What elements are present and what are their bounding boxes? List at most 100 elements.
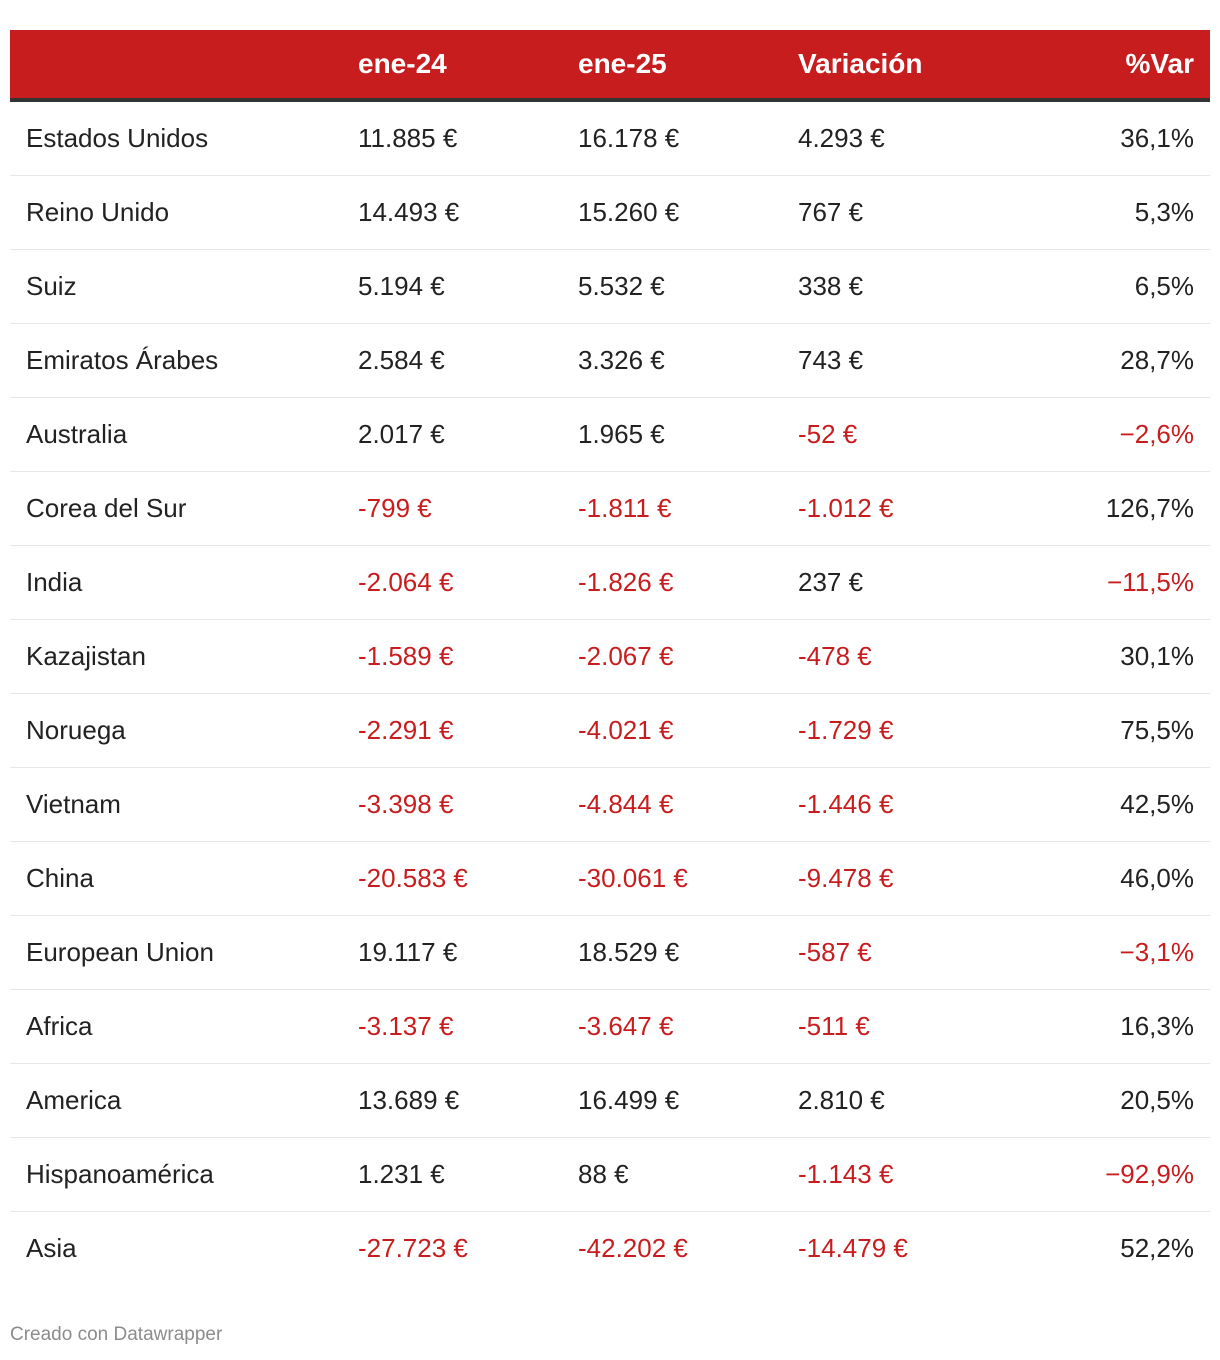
row-ene-24: -20.583 € <box>358 863 468 893</box>
row-region: China <box>26 863 94 893</box>
row-ene-25: 18.529 € <box>578 937 680 967</box>
row-variacion: -1.446 € <box>798 789 894 819</box>
row-region: Emiratos Árabes <box>26 345 219 375</box>
row-ene-25: -3.647 € <box>578 1011 674 1041</box>
row-ene-24: 19.117 € <box>358 937 458 967</box>
table-row: Hispanoamérica 1.231 € 88 € -1.143 € −92,9% <box>10 1138 1210 1212</box>
row-ene-25: 16.178 € <box>578 123 680 153</box>
row-ene-24: 2.017 € <box>358 419 445 449</box>
row-ene-25: 88 € <box>578 1159 629 1189</box>
table-row: Kazajistan -1.589 € -2.067 € -478 € 30,1% <box>10 620 1210 694</box>
row-ene-24: 1.231 € <box>358 1159 445 1189</box>
table-row: China -20.583 € -30.061 € -9.478 € 46,0% <box>10 842 1210 916</box>
row-ene-24: 13.689 € <box>358 1085 460 1115</box>
row-region: Corea del Sur <box>26 493 187 523</box>
row-variacion: 237 € <box>798 567 864 597</box>
header-pct-var[interactable]: %Var <box>1125 48 1195 79</box>
row-ene-25: 15.260 € <box>578 197 680 227</box>
row-variacion: -52 € <box>798 419 858 449</box>
table-row: Australia 2.017 € 1.965 € -52 € −2,6% <box>10 398 1210 472</box>
row-ene-24: -3.137 € <box>358 1011 454 1041</box>
row-region: India <box>26 567 83 597</box>
row-ene-24: -2.064 € <box>358 567 454 597</box>
row-ene-25: -42.202 € <box>578 1233 688 1263</box>
row-pct-var: 28,7% <box>1120 345 1194 375</box>
row-ene-25: 5.532 € <box>578 271 665 301</box>
row-ene-25: -30.061 € <box>578 863 688 893</box>
row-variacion: -1.012 € <box>798 493 894 523</box>
row-pct-var: 126,7% <box>1105 493 1194 523</box>
row-pct-var: −92,9% <box>1105 1159 1194 1189</box>
table-row: India -2.064 € -1.826 € 237 € −11,5% <box>10 546 1210 620</box>
table-row: Reino Unido 14.493 € 15.260 € 767 € 5,3% <box>10 176 1210 250</box>
row-pct-var: −11,5% <box>1107 567 1194 597</box>
table-row: Africa -3.137 € -3.647 € -511 € 16,3% <box>10 990 1210 1064</box>
row-pct-var: 6,5% <box>1134 271 1194 301</box>
row-variacion: 338 € <box>798 271 864 301</box>
table-row: Asia -27.723 € -42.202 € -14.479 € 52,2% <box>10 1212 1210 1285</box>
row-region: Australia <box>26 419 128 449</box>
row-pct-var: 5,3% <box>1134 197 1194 227</box>
table-header: ene-24 ene-25 Variación %Var <box>10 30 1210 102</box>
row-variacion: -1.143 € <box>798 1159 894 1189</box>
row-ene-25: 16.499 € <box>578 1085 680 1115</box>
row-ene-25: -4.844 € <box>578 789 674 819</box>
header-region[interactable] <box>26 30 346 98</box>
row-pct-var: 30,1% <box>1120 641 1194 671</box>
row-pct-var: −2,6% <box>1119 419 1194 449</box>
row-ene-24: -3.398 € <box>358 789 454 819</box>
table-row: Estados Unidos 11.885 € 16.178 € 4.293 € 36,… <box>10 102 1210 176</box>
row-region: European Union <box>26 937 214 967</box>
row-region: America <box>26 1085 122 1115</box>
row-variacion: 743 € <box>798 345 864 375</box>
table-row: Vietnam -3.398 € -4.844 € -1.446 € 42,5% <box>10 768 1210 842</box>
row-region: Noruega <box>26 715 126 745</box>
header-variacion[interactable]: Variación <box>798 48 923 79</box>
row-ene-25: -4.021 € <box>578 715 674 745</box>
row-variacion: -511 € <box>798 1011 870 1041</box>
table-row: Corea del Sur -799 € -1.811 € -1.012 € 126,7… <box>10 472 1210 546</box>
row-variacion: 767 € <box>798 197 864 227</box>
header-ene-24[interactable]: ene-24 <box>358 48 447 79</box>
row-variacion: -9.478 € <box>798 863 894 893</box>
row-ene-24: -27.723 € <box>358 1233 468 1263</box>
row-variacion: 2.810 € <box>798 1085 885 1115</box>
row-pct-var: 42,5% <box>1120 789 1194 819</box>
table-row: Noruega -2.291 € -4.021 € -1.729 € 75,5% <box>10 694 1210 768</box>
row-pct-var: 46,0% <box>1120 863 1194 893</box>
row-ene-25: 1.965 € <box>578 419 665 449</box>
row-region: Africa <box>26 1011 93 1041</box>
row-pct-var: 20,5% <box>1120 1085 1194 1115</box>
row-pct-var: −3,1% <box>1119 937 1194 967</box>
row-region: Kazajistan <box>26 641 146 671</box>
row-pct-var: 36,1% <box>1120 123 1194 153</box>
row-ene-25: -1.826 € <box>578 567 674 597</box>
row-variacion: -478 € <box>798 641 872 671</box>
row-region: Asia <box>26 1233 77 1263</box>
row-ene-24: -2.291 € <box>358 715 454 745</box>
row-variacion: -1.729 € <box>798 715 894 745</box>
row-pct-var: 75,5% <box>1120 715 1194 745</box>
row-ene-24: 5.194 € <box>358 271 445 301</box>
table-row: European Union 19.117 € 18.529 € -587 € −3,1… <box>10 916 1210 990</box>
row-pct-var: 16,3% <box>1120 1011 1194 1041</box>
data-table: ene-24 ene-25 Variación %Var Estados Uni… <box>10 30 1210 1285</box>
table-row: Suiz 5.194 € 5.532 € 338 € 6,5% <box>10 250 1210 324</box>
row-region: Estados Unidos <box>26 123 209 153</box>
row-ene-24: 2.584 € <box>358 345 445 375</box>
datawrapper-credit[interactable]: Creado con Datawrapper <box>10 1324 223 1345</box>
table-row: Emiratos Árabes 2.584 € 3.326 € 743 € 28,7% <box>10 324 1210 398</box>
row-ene-24: 11.885 € <box>358 123 458 153</box>
row-region: Reino Unido <box>26 197 170 227</box>
row-region: Hispanoamérica <box>26 1159 214 1189</box>
row-ene-24: -799 € <box>358 493 432 523</box>
row-pct-var: 52,2% <box>1120 1233 1194 1263</box>
table-body: Estados Unidos 11.885 € 16.178 € 4.293 € 36,… <box>10 102 1210 1285</box>
row-ene-25: 3.326 € <box>578 345 665 375</box>
row-variacion: -14.479 € <box>798 1233 908 1263</box>
row-variacion: -587 € <box>798 937 872 967</box>
row-ene-24: -1.589 € <box>358 641 454 671</box>
row-ene-24: 14.493 € <box>358 197 460 227</box>
row-region: Suiz <box>26 271 77 301</box>
header-ene-25[interactable]: ene-25 <box>578 48 667 79</box>
